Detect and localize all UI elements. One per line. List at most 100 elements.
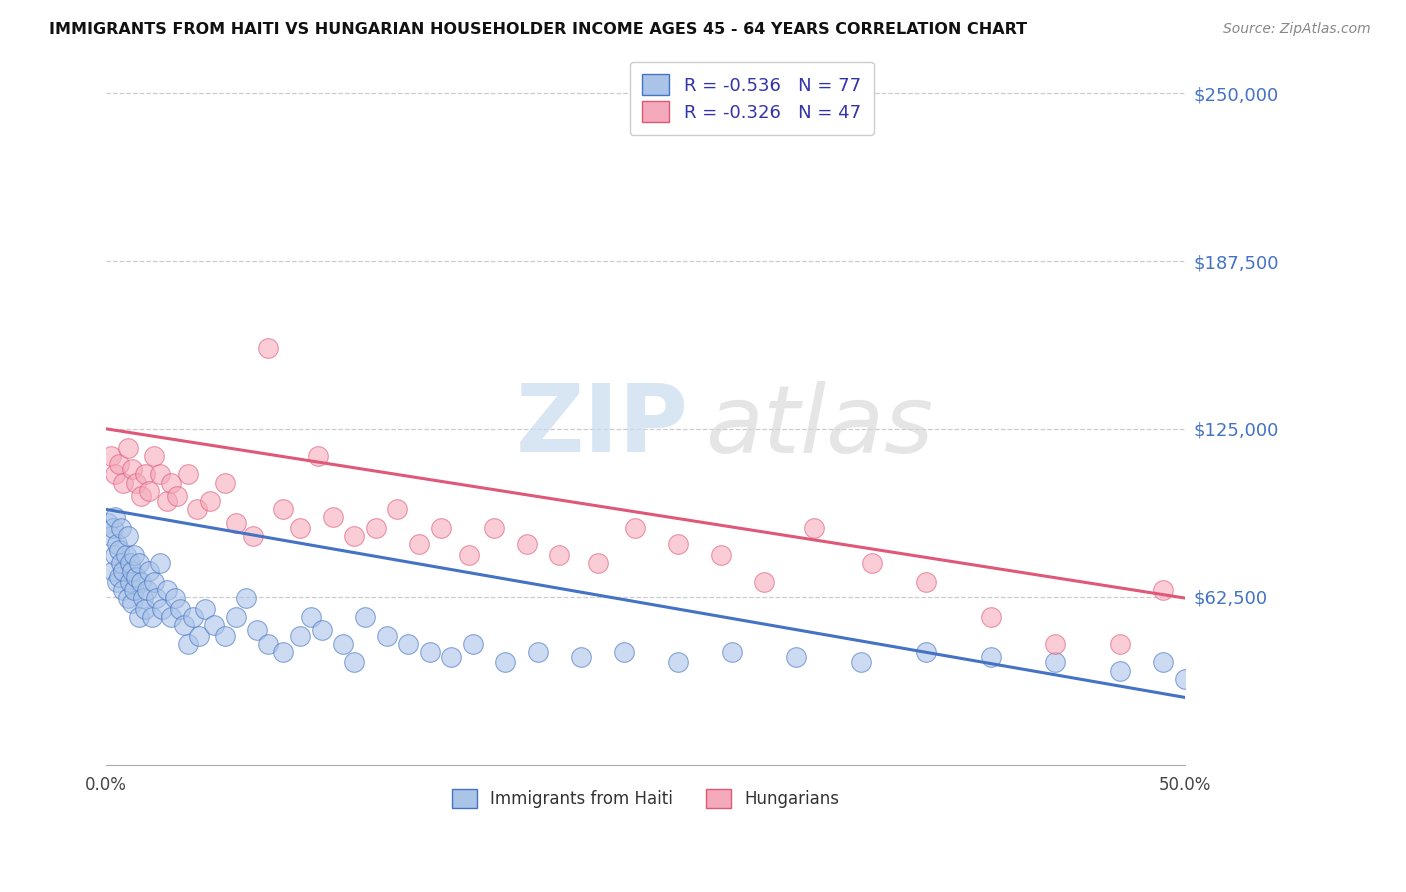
Point (271, 502, 294, 516)
Point (194, 601, 217, 615)
Point (354, 609, 377, 624)
Point (104, 548, 127, 562)
Point (105, 537, 128, 551)
Point (128, 609, 150, 624)
Point (112, 564, 135, 578)
Point (1045, 656, 1067, 670)
Point (419, 645, 441, 659)
Point (110, 521, 132, 535)
Point (290, 521, 312, 535)
Point (100, 529, 122, 543)
Point (142, 574, 165, 589)
Point (710, 548, 733, 562)
Point (343, 656, 366, 670)
Point (387, 502, 409, 516)
Point (225, 609, 247, 624)
Point (100, 449, 122, 463)
Point (108, 542, 131, 557)
Point (1152, 656, 1174, 670)
Text: Source: ZipAtlas.com: Source: ZipAtlas.com (1223, 22, 1371, 37)
Point (803, 521, 825, 535)
Point (134, 601, 156, 615)
Point (104, 467, 127, 482)
Point (242, 529, 264, 543)
Point (623, 521, 645, 535)
Point (149, 467, 172, 482)
Point (188, 629, 211, 643)
Point (177, 637, 200, 651)
Point (160, 609, 183, 624)
Point (156, 494, 179, 508)
Point (666, 656, 689, 670)
Point (202, 618, 225, 632)
Point (484, 521, 506, 535)
Point (121, 564, 143, 578)
Point (104, 510, 127, 524)
Point (150, 601, 173, 615)
Point (1109, 637, 1132, 651)
Legend: Immigrants from Haiti, Hungarians: Immigrants from Haiti, Hungarians (443, 780, 848, 816)
Point (257, 341, 280, 355)
Point (526, 645, 548, 659)
Point (860, 556, 883, 570)
Point (586, 556, 609, 570)
Point (181, 609, 204, 624)
Point (142, 449, 165, 463)
Point (117, 591, 139, 605)
Point (108, 457, 131, 471)
Point (225, 516, 247, 530)
Point (980, 609, 1002, 624)
Point (108, 569, 131, 583)
Point (97, 516, 120, 530)
Point (160, 475, 183, 490)
Point (440, 650, 463, 665)
Point (915, 574, 938, 589)
Point (343, 529, 366, 543)
Point (156, 582, 179, 597)
Point (214, 475, 236, 490)
Text: ZIP: ZIP (516, 380, 689, 472)
Point (246, 624, 269, 638)
Point (849, 656, 872, 670)
Point (125, 569, 148, 583)
Point (752, 574, 775, 589)
Point (166, 489, 188, 503)
Point (1174, 672, 1197, 686)
Point (271, 645, 294, 659)
Point (138, 564, 160, 578)
Point (332, 637, 354, 651)
Point (110, 556, 132, 570)
Point (569, 650, 592, 665)
Point (129, 574, 152, 589)
Point (121, 462, 143, 476)
Point (145, 591, 167, 605)
Point (429, 521, 451, 535)
Point (124, 582, 146, 597)
Point (214, 629, 236, 643)
Point (101, 564, 124, 578)
Point (136, 582, 159, 597)
Point (138, 483, 160, 498)
Point (101, 521, 124, 535)
Text: IMMIGRANTS FROM HAITI VS HUNGARIAN HOUSEHOLDER INCOME AGES 45 - 64 YEARS CORRELA: IMMIGRANTS FROM HAITI VS HUNGARIAN HOUSE… (49, 22, 1028, 37)
Point (1109, 664, 1132, 678)
Point (980, 650, 1002, 665)
Point (613, 645, 636, 659)
Point (785, 650, 807, 665)
Point (169, 601, 191, 615)
Point (494, 656, 516, 670)
Text: atlas: atlas (704, 381, 934, 472)
Point (548, 548, 571, 562)
Point (114, 548, 136, 562)
Point (457, 548, 479, 562)
Point (121, 596, 143, 610)
Point (117, 529, 139, 543)
Point (118, 556, 141, 570)
Point (307, 449, 329, 463)
Point (915, 645, 938, 659)
Point (322, 510, 344, 524)
Point (720, 645, 742, 659)
Point (1045, 637, 1067, 651)
Point (198, 494, 221, 508)
Point (311, 624, 333, 638)
